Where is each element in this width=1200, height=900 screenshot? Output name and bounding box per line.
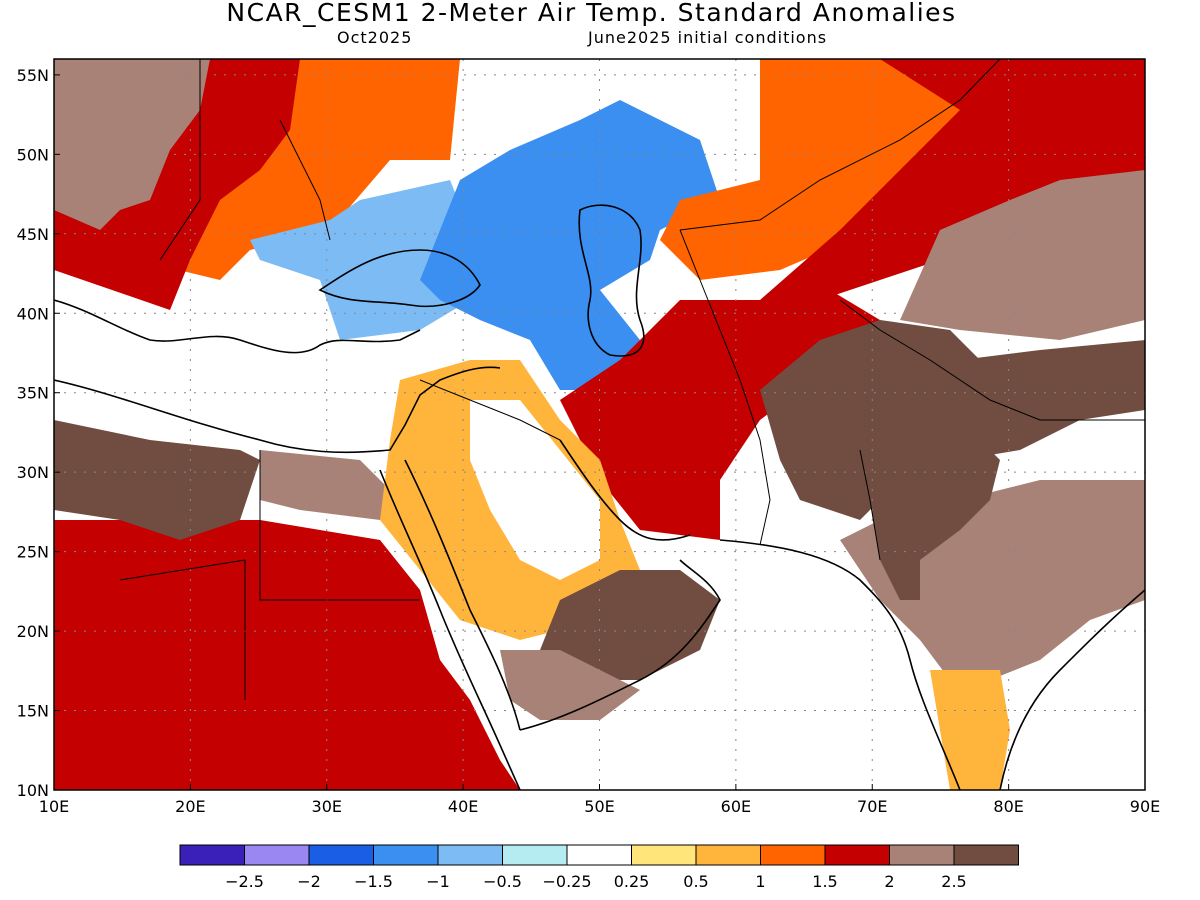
horn-coast — [499, 744, 521, 790]
colorbar-label: 1.5 — [812, 872, 837, 891]
black-sea-coast — [318, 249, 481, 308]
colorbar-swatch — [889, 844, 955, 866]
colorbar-swatch — [308, 844, 374, 866]
border-egypt-libya-sudan — [259, 450, 420, 601]
mediterranean-south-coast — [54, 366, 501, 454]
region-central-europe — [54, 59, 210, 230]
border-sahara — [119, 559, 246, 581]
border-europe-2 — [279, 119, 331, 241]
region-black-sea — [250, 180, 470, 340]
colorbar-label: −0.5 — [483, 872, 522, 891]
colorbar-label: 0.5 — [683, 872, 708, 891]
lon-tick-label: 50E — [584, 797, 614, 816]
region-libya-egypt — [54, 420, 260, 540]
india-west-coast — [719, 539, 961, 790]
colorbar-swatch — [244, 844, 310, 866]
lat-tick-label: 25N — [17, 543, 49, 562]
border-himalaya — [839, 299, 1145, 421]
country-borders — [119, 59, 1145, 700]
latitude-axis: 10N 15N 20N 25N 30N 35N 40N 45N 50N 55N — [17, 66, 60, 800]
india-east-coast — [999, 589, 1145, 790]
lat-tick-label: 55N — [17, 66, 49, 85]
colorbar-label: −1 — [426, 872, 450, 891]
init-conditions: June2025 initial conditions — [588, 28, 828, 47]
gridlines — [54, 59, 1145, 790]
border-levant — [419, 379, 561, 441]
valid-month: Oct2025 — [337, 28, 413, 47]
colorbar-swatch — [437, 844, 503, 866]
region-sahara-sudan — [54, 520, 520, 790]
coastlines — [54, 204, 1145, 790]
colorbar-label: 2.5 — [941, 872, 966, 891]
colorbar-swatch — [695, 844, 761, 866]
lat-tick-label: 20N — [17, 622, 49, 641]
red-sea-east-coast — [404, 459, 521, 731]
colorbar-swatch — [179, 844, 245, 866]
colorbar-swatch — [373, 844, 439, 866]
colorbar-label: −0.25 — [542, 872, 591, 891]
lat-tick-label: 40N — [17, 304, 49, 323]
lon-tick-label: 80E — [993, 797, 1023, 816]
map-title: NCAR_CESM1 2-Meter Air Temp. Standard An… — [226, 0, 957, 27]
lat-tick-label: 50N — [17, 145, 49, 164]
border-iran-east — [679, 229, 771, 546]
lon-tick-label: 60E — [721, 797, 751, 816]
lat-tick-label: 10N — [17, 781, 49, 800]
mediterranean-north-coast — [54, 299, 421, 354]
border-pakistan-india — [859, 449, 881, 561]
lat-tick-label: 35N — [17, 384, 49, 403]
colorbar-label: −1.5 — [354, 872, 393, 891]
colorbar-label: −2 — [297, 872, 321, 891]
colorbar-swatch — [824, 844, 890, 866]
region-kazakhstan — [660, 59, 1000, 280]
longitude-axis: 10E 20E 30E 40E 50E 60E 70E 80E 90E — [39, 784, 1160, 816]
colorbar: −2.5 −2 −1.5 −1 −0.5 −0.25 0.25 0.5 1 1.5 2 2.5 — [179, 844, 1019, 891]
persian-gulf-coast — [559, 439, 691, 541]
colorbar-swatch — [760, 844, 826, 866]
region-northwest-india — [860, 410, 1000, 600]
region-horn-of-africa — [500, 650, 640, 720]
arabia-south-coast — [519, 559, 721, 731]
region-western-china — [900, 170, 1145, 340]
lon-tick-label: 40E — [448, 797, 478, 816]
colorbar-swatch — [631, 844, 697, 866]
colorbar-label: 2 — [884, 872, 894, 891]
region-oman-yemen — [540, 570, 720, 680]
lon-tick-label: 10E — [39, 797, 69, 816]
red-sea-west-coast — [379, 469, 501, 746]
border-europe-1 — [159, 59, 201, 261]
lon-tick-label: 90E — [1130, 797, 1160, 816]
colorbar-label: 1 — [755, 872, 765, 891]
lon-tick-label: 20E — [175, 797, 205, 816]
lon-tick-label: 70E — [857, 797, 887, 816]
colorbar-label: 0.25 — [614, 872, 650, 891]
region-iran — [560, 290, 880, 540]
region-arabia-interior — [470, 400, 600, 580]
colorbar-swatch — [953, 844, 1019, 866]
lat-tick-label: 15N — [17, 702, 49, 721]
region-south-india — [930, 670, 1010, 790]
region-egypt-hot — [260, 450, 390, 520]
colorbar-swatch — [502, 844, 568, 866]
region-caucasus — [420, 100, 720, 390]
lat-tick-label: 45N — [17, 225, 49, 244]
lon-tick-label: 30E — [312, 797, 342, 816]
colorbar-swatch — [566, 844, 632, 866]
border-kazakhstan — [679, 59, 1001, 231]
lat-tick-label: 30N — [17, 463, 49, 482]
colorbar-label: −2.5 — [225, 872, 264, 891]
caspian-sea-coast — [578, 204, 645, 357]
anomaly-field — [54, 59, 1145, 790]
